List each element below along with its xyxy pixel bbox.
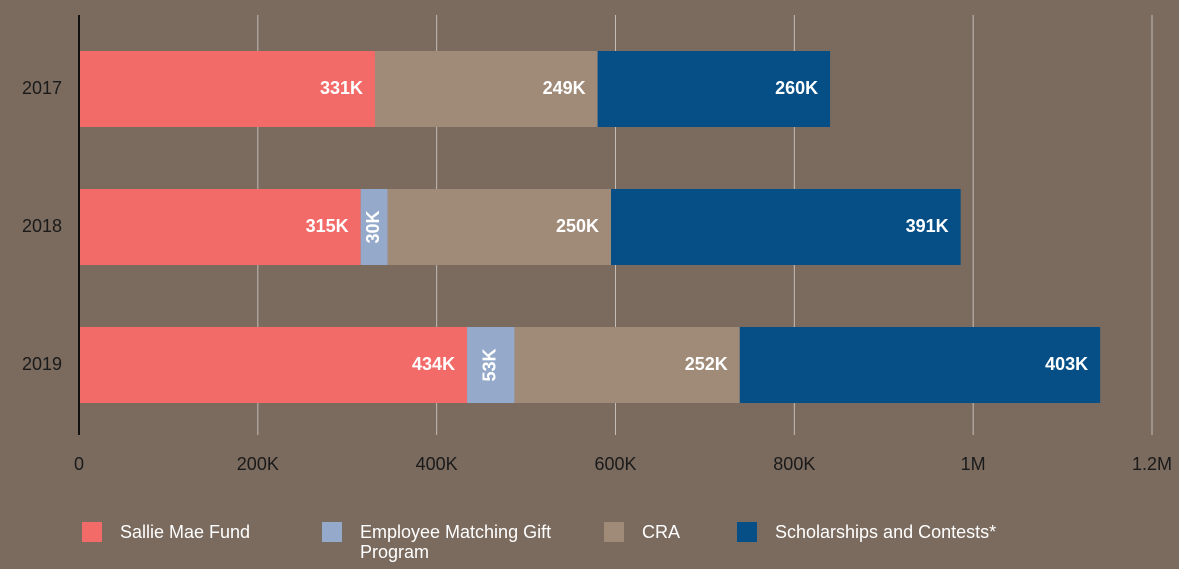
bar-segment xyxy=(597,51,831,127)
legend-label: CRA xyxy=(642,522,681,542)
bar-segment xyxy=(360,189,388,265)
data-label: 315K xyxy=(306,216,349,236)
bar-segment xyxy=(467,327,515,403)
bar-segment xyxy=(611,189,961,265)
bar-segment xyxy=(514,327,740,403)
y-tick-label: 2018 xyxy=(22,216,62,236)
bar-segment xyxy=(79,51,375,127)
x-tick-label: 400K xyxy=(416,454,458,474)
x-tick-label: 800K xyxy=(773,454,815,474)
bar-segment xyxy=(79,327,468,403)
legend-label: Scholarships and Contests* xyxy=(775,522,997,542)
x-tick-label: 1M xyxy=(961,454,986,474)
data-label: 260K xyxy=(775,78,818,98)
bar-segment xyxy=(374,51,598,127)
data-label: 30K xyxy=(363,210,383,243)
legend-item: CRA xyxy=(604,522,724,542)
legend-item: Sallie Mae Fund xyxy=(82,522,302,542)
bar-segment xyxy=(79,189,361,265)
data-label: 252K xyxy=(685,354,728,374)
legend-swatch xyxy=(82,522,102,542)
data-label: 403K xyxy=(1045,354,1088,374)
data-label: 331K xyxy=(320,78,363,98)
bar-segment xyxy=(387,189,612,265)
data-label: 391K xyxy=(906,216,949,236)
legend-label: Employee Matching Gift Program xyxy=(360,522,552,562)
x-tick-label: 1.2M xyxy=(1132,454,1172,474)
data-label: 53K xyxy=(480,348,500,381)
bar-segment xyxy=(739,327,1101,403)
data-label: 249K xyxy=(543,78,586,98)
legend-swatch xyxy=(737,522,757,542)
y-tick-label: 2017 xyxy=(22,78,62,98)
data-label: 434K xyxy=(412,354,455,374)
legend-label: Sallie Mae Fund xyxy=(120,522,251,542)
legend-swatch xyxy=(322,522,342,542)
legend-swatch xyxy=(604,522,624,542)
x-tick-label: 200K xyxy=(237,454,279,474)
y-tick-label: 2019 xyxy=(22,354,62,374)
legend-item: Scholarships and Contests* xyxy=(737,522,1097,542)
legend-item: Employee Matching Gift Program xyxy=(322,522,582,562)
x-tick-label: 600K xyxy=(594,454,636,474)
x-tick-label: 0 xyxy=(74,454,84,474)
data-label: 250K xyxy=(556,216,599,236)
